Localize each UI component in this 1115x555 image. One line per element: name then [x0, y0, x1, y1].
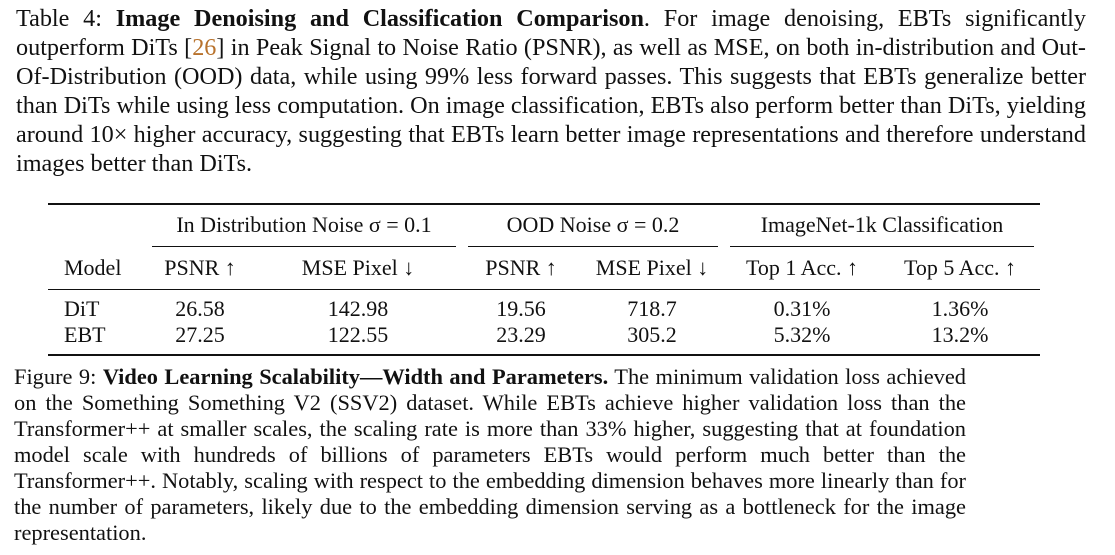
table-caption-text-after: ] in Peak Signal to Noise Ratio (PSNR), …: [16, 34, 1086, 177]
group-in-distribution: In Distribution Noise σ = 0.1: [146, 205, 462, 247]
cell-top5: 1.36%: [931, 296, 989, 321]
cell-mse-ood: 718.7: [627, 296, 677, 321]
cell-mse-ood: 305.2: [627, 322, 677, 347]
group-imagenet: ImageNet-1k Classification: [724, 205, 1040, 247]
figure-caption: Figure 9: Video Learning Scalability—Wid…: [14, 364, 966, 546]
group-header-row: In Distribution Noise σ = 0.1 OOD Noise …: [48, 205, 1040, 247]
group-ood: OOD Noise σ = 0.2: [462, 205, 724, 247]
column-header-row: Model PSNR ↑ MSE Pixel ↓ PSNR ↑ MSE Pixe…: [48, 247, 1040, 290]
cell-top1: 5.32%: [773, 322, 831, 347]
cell-top1: 0.31%: [773, 296, 831, 321]
table-row-dit: DiT 26.58 142.98 19.56 718.7 0.31% 1.36%: [48, 290, 1040, 322]
col-header-mse-ood: MSE Pixel ↓: [595, 255, 709, 280]
table-caption-label: Table 4:: [16, 5, 102, 32]
figure-caption-text: The minimum validation loss achieved on …: [14, 364, 966, 545]
cell-psnr-ood: 19.56: [496, 296, 546, 321]
col-header-mse-in: MSE Pixel ↓: [301, 255, 415, 280]
cell-mse-in: 142.98: [327, 296, 389, 321]
cell-psnr-in: 26.58: [175, 296, 225, 321]
cell-top5: 13.2%: [931, 322, 989, 347]
table-caption: Table 4: Image Denoising and Classificat…: [16, 4, 1086, 178]
table-caption-title: Image Denoising and Classification Compa…: [115, 5, 644, 32]
table-row-ebt: EBT 27.25 122.55 23.29 305.2 5.32% 13.2%: [48, 322, 1040, 355]
col-header-top5: Top 5 Acc. ↑: [903, 255, 1017, 280]
col-header-psnr-ood: PSNR ↑: [485, 255, 557, 280]
col-header-top1: Top 1 Acc. ↑: [745, 255, 859, 280]
cell-psnr-ood: 23.29: [496, 322, 546, 347]
figure-caption-title: Video Learning Scalability—Width and Par…: [102, 364, 609, 389]
figure-caption-label: Figure 9:: [14, 364, 97, 389]
col-header-psnr-in: PSNR ↑: [164, 255, 236, 280]
results-table: In Distribution Noise σ = 0.1 OOD Noise …: [48, 203, 1040, 357]
cell-model: DiT: [64, 296, 100, 321]
cell-model: EBT: [64, 322, 106, 347]
table-caption-text-before: . For image denoising, EBTs significantl…: [16, 5, 1086, 61]
citation-link[interactable]: 26: [192, 34, 217, 61]
cell-psnr-in: 27.25: [175, 322, 225, 347]
col-header-model: Model: [64, 255, 122, 280]
cell-mse-in: 122.55: [327, 322, 389, 347]
